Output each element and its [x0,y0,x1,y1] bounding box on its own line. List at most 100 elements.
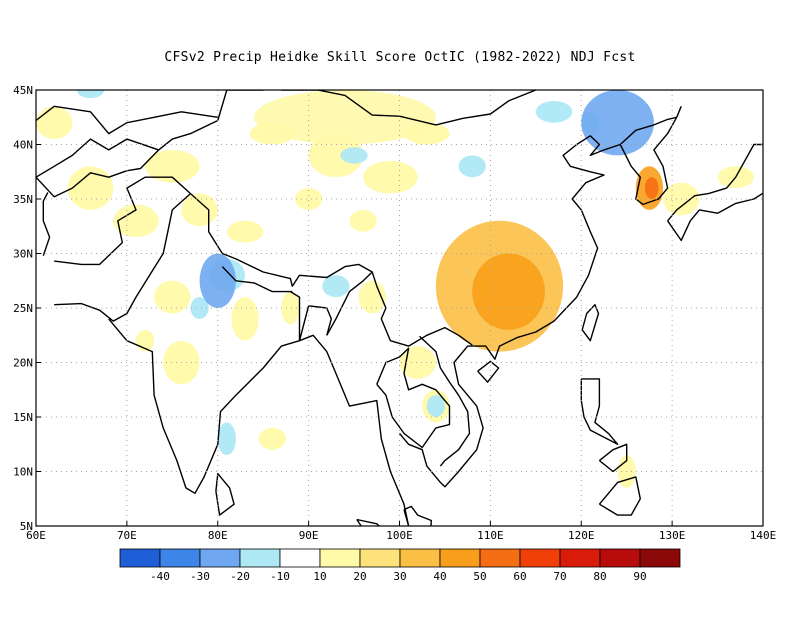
lon-tick-label: 130E [659,529,686,542]
region-south-china-core [472,253,545,330]
blue-patch [217,422,236,456]
blue-patch [190,297,209,319]
coast-sri-lanka [215,473,235,516]
colorbar-label: 20 [353,570,366,583]
colorbar-label: 40 [433,570,446,583]
coast-indochina-coast [398,106,682,488]
lat-tick-label: 40N [13,139,33,152]
coast-border-pakistan [54,176,192,322]
coast-visayas [598,443,628,473]
lon-tick-label: 100E [386,529,413,542]
yellow-patch [363,160,418,194]
coast-border-himalaya [190,193,473,347]
colorbar-swatch [199,548,241,568]
coast-border-central-asia [36,138,160,198]
coast-sumatra [356,518,381,526]
chart-title: CFSv2 Precip Heidke Skill Score OctIC (1… [164,50,636,65]
colorbar-swatch [559,548,601,568]
lon-axis: 60E 70E 80E 90E 100E 110E 120E 130E 140E [26,521,776,542]
colorbar-label: 30 [393,570,406,583]
yellow-patch [231,297,259,341]
colorbar-label: -20 [230,570,250,583]
colorbar-swatch [479,548,521,568]
lat-tick-label: 15N [13,411,33,424]
lat-tick-label: 30N [13,248,33,261]
yellow-patch [181,193,218,227]
blue-patch [458,155,486,178]
lon-tick-label: 70E [117,529,137,542]
region-mongolia [254,90,436,145]
yellow-patch [36,106,73,140]
colorbar-label: 60 [513,570,526,583]
colorbar-swatch [279,548,321,568]
colorbar-label: -30 [190,570,210,583]
colorbar-swatch [359,548,401,568]
coast-border-myanmar [326,271,373,336]
colorbar-label: 50 [473,570,486,583]
coast-border-thai-laos [376,347,451,449]
coast-border-mongolia [281,90,539,126]
yellow-patch [154,280,191,314]
region-korea-core [644,177,659,200]
coastlines [36,90,763,526]
lat-tick-label: 10N [13,466,33,479]
colorbar-swatch [639,548,681,568]
yellow-patch [281,291,300,325]
blue-patch [426,395,445,417]
yellow-patch [113,204,159,238]
lat-tick-label: 5N [20,520,33,533]
grid-lines [36,90,763,526]
colorbar-label: 80 [593,570,606,583]
coast-malay [403,505,432,526]
yellow-patch [308,133,364,178]
yellow-patch [226,220,264,243]
coast-border-india-nepal [221,266,293,293]
lat-tick-label: 20N [13,357,33,370]
lat-tick-label: 45N [13,84,33,97]
colorbar-label: 70 [553,570,566,583]
lon-tick-label: 80E [208,529,228,542]
colorbar-swatch [599,548,641,568]
lat-tick-label: 25N [13,302,33,315]
coast-border-iran-afghan [42,192,51,256]
colorbar-swatch [439,548,481,568]
coast-border-china-korea [619,116,677,146]
colorbar: -40 -30 -20 -10 10 20 30 40 50 60 70 80 90 [119,548,681,583]
lon-tick-label: 140E [750,529,777,542]
lon-tick-label: 110E [477,529,504,542]
yellow-patch [358,280,386,314]
region-ne-china [581,90,654,156]
yellow-patch [349,209,377,232]
colorbar-swatch [159,548,201,568]
coast-border-vietnam [419,335,471,467]
lon-tick-label: 90E [299,529,319,542]
skill-score-field [36,90,754,488]
blue-patch [535,100,573,123]
colorbar-label: 10 [313,570,326,583]
yellow-patch [145,149,200,183]
coast-border-kaz [36,105,218,135]
lon-tick-label: 60E [26,529,46,542]
coast-mindanao [598,476,641,516]
blue-patch [76,90,105,99]
blue-patch [322,275,350,298]
colorbar-swatch [119,548,161,568]
yellow-patch [294,188,323,210]
colorbar-label: -40 [150,570,170,583]
colorbar-swatch [519,548,561,568]
lat-tick-label: 35N [13,193,33,206]
lon-tick-label: 120E [568,529,595,542]
colorbar-swatch [239,548,281,568]
lat-axis: 45N 40N 35N 30N 25N 20N 15N 10N 5N [13,84,41,533]
coast-taiwan [581,304,600,342]
coast-luzon [580,378,619,445]
coast-india-coast [108,318,410,526]
blue-patch [340,147,368,164]
coast-japan [667,143,763,242]
yellow-patch [399,346,436,379]
colorbar-label: -10 [270,570,290,583]
colorbar-label: 90 [633,570,646,583]
yellow-patch [258,427,286,450]
colorbar-swatch [319,548,361,568]
